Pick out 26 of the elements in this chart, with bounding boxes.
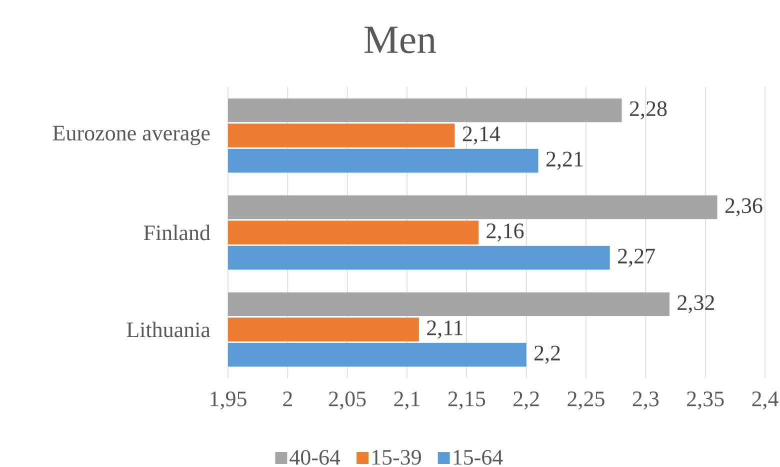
- x-tick-label: 2,35: [687, 392, 724, 410]
- chart-title: Men: [364, 26, 436, 54]
- data-label: 2,32: [678, 295, 714, 314]
- x-tick-label: 2,3: [632, 392, 659, 410]
- data-label: 2,11: [427, 320, 462, 338]
- data-label: 2,21: [546, 152, 583, 170]
- y-tick-label: Finland: [144, 224, 210, 240]
- x-tick-label: 2: [283, 392, 292, 406]
- data-label: 2,27: [618, 248, 655, 267]
- x-tick-label: 2,2: [514, 392, 539, 410]
- data-label: 2,14: [462, 126, 500, 144]
- x-tick-label: 2,05: [329, 392, 366, 410]
- y-tick-label: Lithuania: [126, 322, 210, 338]
- x-tick-label: 2,15: [448, 392, 486, 410]
- legend-label: 15-64: [454, 450, 503, 465]
- data-label: 2,16: [486, 224, 524, 242]
- x-tick-label: 2,25: [568, 392, 604, 410]
- x-tick-label: 1,95: [210, 392, 246, 410]
- legend-label: 15-39: [372, 450, 421, 465]
- legend-label: 40-64: [290, 450, 340, 465]
- data-label: 2,36: [725, 198, 762, 216]
- x-tick-label: 2,4: [752, 392, 778, 410]
- data-label: 2,28: [630, 101, 667, 120]
- data-label: 2,2: [534, 346, 560, 364]
- y-tick-label: Eurozone average: [52, 126, 210, 146]
- x-tick-label: 2,1: [394, 392, 420, 410]
